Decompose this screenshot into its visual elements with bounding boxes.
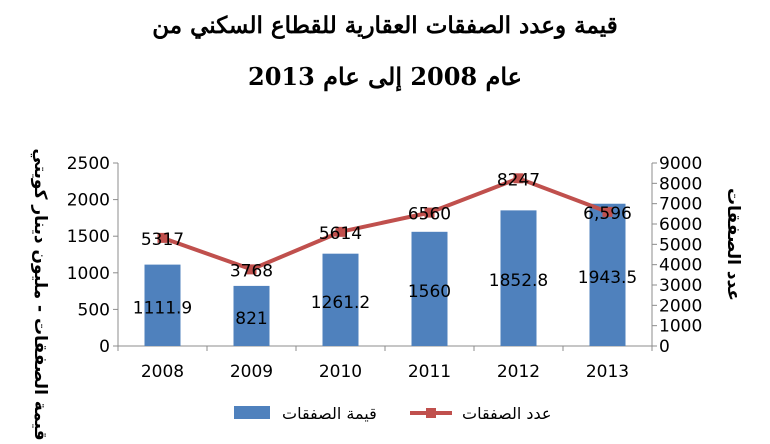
legend-bar-label: قيمة الصفقات xyxy=(282,404,377,423)
right-axis-tick-label: 6000 xyxy=(659,215,702,235)
right-axis-tick-label: 4000 xyxy=(659,256,702,276)
bar-data-label: 1943.5 xyxy=(578,268,637,288)
x-axis-tick-label: 2010 xyxy=(319,362,362,382)
bar-data-label: 1111.9 xyxy=(133,298,192,318)
line-data-label: 5614 xyxy=(319,224,362,244)
legend-line-marker xyxy=(426,408,436,418)
x-axis-tick-label: 2013 xyxy=(586,362,629,382)
right-axis-title: عدد الصفقات xyxy=(723,188,743,301)
line-marker xyxy=(424,207,435,218)
line-data-label: 6,596 xyxy=(583,204,632,224)
right-axis-tick-label: 5000 xyxy=(659,235,702,255)
chart-title-line-2: عام 2008 إلى عام 2013 xyxy=(248,62,522,91)
bar xyxy=(233,285,270,346)
line-data-label: 6560 xyxy=(408,205,451,225)
right-axis-tick-label: 3000 xyxy=(659,276,702,296)
line-data-label: 8247 xyxy=(497,170,540,190)
right-axis-tick-label: 1000 xyxy=(659,317,702,337)
left-axis-title: قيمة الصفقات - مليون دينار كويتي xyxy=(30,148,50,440)
line-marker xyxy=(157,232,168,243)
bar xyxy=(144,264,181,346)
x-axis-tick-label: 2009 xyxy=(230,362,273,382)
line-marker xyxy=(602,206,613,217)
x-axis-tick-label: 2012 xyxy=(497,362,540,382)
chart-title-line-1: قيمة وعدد الصفقات العقارية للقطاع السكني… xyxy=(152,12,618,39)
left-axis-tick-label: 1000 xyxy=(67,264,110,284)
legend-bar-swatch xyxy=(234,406,270,419)
line-marker xyxy=(246,264,257,275)
right-axis-tick-label: 2000 xyxy=(659,296,702,316)
right-axis-tick-label: 7000 xyxy=(659,195,702,215)
line-data-label: 5317 xyxy=(141,230,184,250)
bar-data-label: 1852.8 xyxy=(489,271,548,291)
bar-data-label: 1560 xyxy=(408,282,451,302)
legend-line-label: عدد الصفقات xyxy=(462,404,551,423)
bar-data-label: 1261.2 xyxy=(311,293,370,313)
bar xyxy=(322,253,359,346)
x-axis-tick-label: 2008 xyxy=(141,362,184,382)
left-axis-tick-label: 0 xyxy=(99,337,110,357)
bar xyxy=(411,231,448,346)
line-marker xyxy=(513,173,524,184)
line-marker xyxy=(335,226,346,237)
left-axis-tick-label: 2000 xyxy=(67,191,110,211)
bar xyxy=(589,203,626,346)
bar-data-label: 821 xyxy=(235,309,267,329)
left-axis-tick-label: 1500 xyxy=(67,227,110,247)
x-axis-tick-label: 2011 xyxy=(408,362,451,382)
right-axis-tick-label: 0 xyxy=(659,337,670,357)
bar xyxy=(500,210,537,346)
right-axis-tick-label: 8000 xyxy=(659,174,702,194)
left-axis-tick-label: 500 xyxy=(78,300,110,320)
left-axis-tick-label: 2500 xyxy=(67,154,110,174)
line-data-label: 3768 xyxy=(230,261,273,281)
line-series-path xyxy=(161,176,609,272)
right-axis-tick-label: 9000 xyxy=(659,154,702,174)
